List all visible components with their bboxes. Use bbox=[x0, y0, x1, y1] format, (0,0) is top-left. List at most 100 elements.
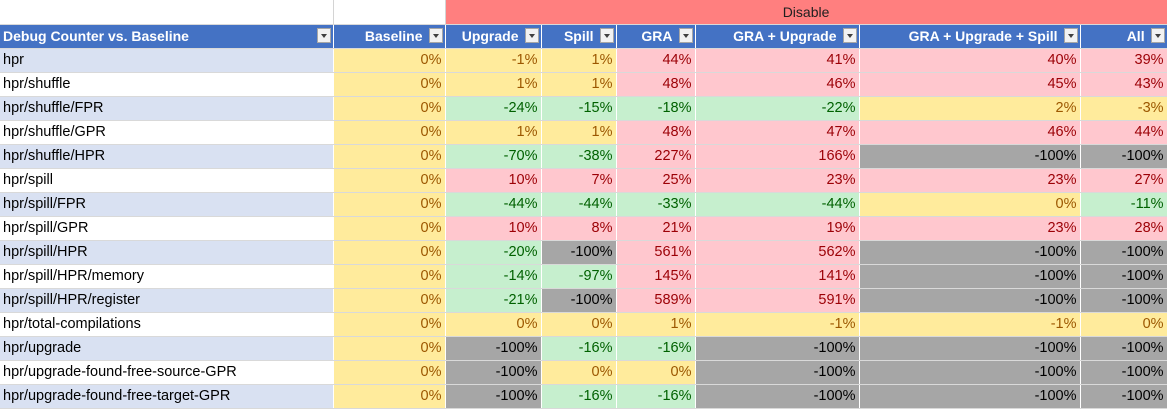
cell-upgrade[interactable]: 10% bbox=[445, 168, 542, 193]
cell-all[interactable]: -100% bbox=[1080, 264, 1167, 289]
cell-gra-upgrade-spill[interactable]: -100% bbox=[859, 360, 1081, 385]
cell-spill[interactable]: 1% bbox=[541, 48, 617, 73]
cell-gra-upgrade-spill[interactable]: 23% bbox=[859, 168, 1081, 193]
cell-spill[interactable]: -97% bbox=[541, 264, 617, 289]
column-header-gra[interactable]: GRA bbox=[616, 24, 696, 49]
cell-gra[interactable]: 48% bbox=[616, 72, 696, 97]
row-label[interactable]: hpr/shuffle/FPR bbox=[0, 96, 334, 121]
cell-gra-upgrade[interactable]: 23% bbox=[695, 168, 860, 193]
cell-gra[interactable]: -33% bbox=[616, 192, 696, 217]
cell-all[interactable]: -100% bbox=[1080, 336, 1167, 361]
column-header-upgrade[interactable]: Upgrade bbox=[445, 24, 542, 49]
filter-dropdown-icon[interactable] bbox=[1063, 27, 1078, 43]
cell-spill[interactable]: 1% bbox=[541, 72, 617, 97]
cell-spill[interactable]: -38% bbox=[541, 144, 617, 169]
row-label[interactable]: hpr/spill/FPR bbox=[0, 192, 334, 217]
cell-baseline[interactable]: 0% bbox=[333, 288, 446, 313]
cell-gra-upgrade[interactable]: -1% bbox=[695, 312, 860, 337]
cell-spill[interactable]: 1% bbox=[541, 120, 617, 145]
row-label[interactable]: hpr/shuffle bbox=[0, 72, 334, 97]
cell-gra-upgrade[interactable]: -100% bbox=[695, 360, 860, 385]
cell-baseline[interactable]: 0% bbox=[333, 360, 446, 385]
cell-gra[interactable]: -16% bbox=[616, 336, 696, 361]
cell-baseline[interactable]: 0% bbox=[333, 168, 446, 193]
cell-all[interactable]: 43% bbox=[1080, 72, 1167, 97]
row-label[interactable]: hpr/spill/HPR bbox=[0, 240, 334, 265]
cell-all[interactable]: 39% bbox=[1080, 48, 1167, 73]
cell-gra-upgrade[interactable]: -44% bbox=[695, 192, 860, 217]
cell-all[interactable]: -100% bbox=[1080, 240, 1167, 265]
cell-gra[interactable]: -16% bbox=[616, 384, 696, 409]
row-label[interactable]: hpr/shuffle/GPR bbox=[0, 120, 334, 145]
cell-gra[interactable]: 21% bbox=[616, 216, 696, 241]
cell-baseline[interactable]: 0% bbox=[333, 48, 446, 73]
cell-upgrade[interactable]: 1% bbox=[445, 120, 542, 145]
cell-upgrade[interactable]: -100% bbox=[445, 360, 542, 385]
cell-spill[interactable]: -15% bbox=[541, 96, 617, 121]
cell-spill[interactable]: -16% bbox=[541, 336, 617, 361]
filter-dropdown-icon[interactable] bbox=[678, 27, 693, 43]
cell-baseline[interactable]: 0% bbox=[333, 240, 446, 265]
cell-gra[interactable]: -18% bbox=[616, 96, 696, 121]
cell-gra[interactable]: 589% bbox=[616, 288, 696, 313]
filter-dropdown-icon[interactable] bbox=[1150, 27, 1165, 43]
cell-gra-upgrade-spill[interactable]: -1% bbox=[859, 312, 1081, 337]
cell-gra-upgrade[interactable]: -100% bbox=[695, 336, 860, 361]
column-header-gra-upgrade-spill[interactable]: GRA + Upgrade + Spill bbox=[859, 24, 1081, 49]
filter-dropdown-icon[interactable] bbox=[842, 27, 857, 43]
cell-gra-upgrade[interactable]: 46% bbox=[695, 72, 860, 97]
cell-gra-upgrade[interactable]: 19% bbox=[695, 216, 860, 241]
cell-spill[interactable]: -44% bbox=[541, 192, 617, 217]
cell-gra-upgrade[interactable]: 141% bbox=[695, 264, 860, 289]
row-label[interactable]: hpr/spill bbox=[0, 168, 334, 193]
cell-upgrade[interactable]: 1% bbox=[445, 72, 542, 97]
cell-spill[interactable]: -16% bbox=[541, 384, 617, 409]
cell-gra-upgrade[interactable]: 47% bbox=[695, 120, 860, 145]
cell-gra-upgrade[interactable]: 591% bbox=[695, 288, 860, 313]
cell-gra[interactable]: 44% bbox=[616, 48, 696, 73]
cell-upgrade[interactable]: -21% bbox=[445, 288, 542, 313]
column-header-baseline[interactable]: Baseline bbox=[333, 24, 446, 49]
cell-gra-upgrade-spill[interactable]: 0% bbox=[859, 192, 1081, 217]
cell-upgrade[interactable]: 10% bbox=[445, 216, 542, 241]
cell-upgrade[interactable]: -100% bbox=[445, 336, 542, 361]
cell-spill[interactable]: 8% bbox=[541, 216, 617, 241]
row-label[interactable]: hpr/total-compilations bbox=[0, 312, 334, 337]
cell-baseline[interactable]: 0% bbox=[333, 384, 446, 409]
cell-baseline[interactable]: 0% bbox=[333, 144, 446, 169]
cell-gra-upgrade[interactable]: 41% bbox=[695, 48, 860, 73]
cell-gra-upgrade-spill[interactable]: 46% bbox=[859, 120, 1081, 145]
cell-upgrade[interactable]: -20% bbox=[445, 240, 542, 265]
cell-baseline[interactable]: 0% bbox=[333, 264, 446, 289]
cell-all[interactable]: 0% bbox=[1080, 312, 1167, 337]
cell-gra-upgrade-spill[interactable]: -100% bbox=[859, 384, 1081, 409]
cell-gra-upgrade-spill[interactable]: -100% bbox=[859, 264, 1081, 289]
cell-gra-upgrade-spill[interactable]: -100% bbox=[859, 144, 1081, 169]
cell-all[interactable]: -11% bbox=[1080, 192, 1167, 217]
cell-spill[interactable]: 0% bbox=[541, 360, 617, 385]
cell-all[interactable]: -100% bbox=[1080, 144, 1167, 169]
cell-all[interactable]: 44% bbox=[1080, 120, 1167, 145]
cell-spill[interactable]: -100% bbox=[541, 240, 617, 265]
cell-gra-upgrade[interactable]: 562% bbox=[695, 240, 860, 265]
column-header-all[interactable]: All bbox=[1080, 24, 1167, 49]
cell-upgrade[interactable]: -14% bbox=[445, 264, 542, 289]
cell-spill[interactable]: 7% bbox=[541, 168, 617, 193]
cell-upgrade[interactable]: 0% bbox=[445, 312, 542, 337]
column-header-spill[interactable]: Spill bbox=[541, 24, 617, 49]
cell-gra-upgrade-spill[interactable]: -100% bbox=[859, 288, 1081, 313]
cell-baseline[interactable]: 0% bbox=[333, 96, 446, 121]
cell-baseline[interactable]: 0% bbox=[333, 336, 446, 361]
row-label[interactable]: hpr/upgrade bbox=[0, 336, 334, 361]
cell-spill[interactable]: -100% bbox=[541, 288, 617, 313]
filter-dropdown-icon[interactable] bbox=[599, 27, 614, 43]
cell-baseline[interactable]: 0% bbox=[333, 312, 446, 337]
cell-gra-upgrade-spill[interactable]: 23% bbox=[859, 216, 1081, 241]
cell-baseline[interactable]: 0% bbox=[333, 72, 446, 97]
column-header-counter[interactable]: Debug Counter vs. Baseline bbox=[0, 24, 334, 49]
cell-gra[interactable]: 145% bbox=[616, 264, 696, 289]
cell-gra[interactable]: 227% bbox=[616, 144, 696, 169]
cell-gra[interactable]: 48% bbox=[616, 120, 696, 145]
row-label[interactable]: hpr/spill/GPR bbox=[0, 216, 334, 241]
cell-gra-upgrade-spill[interactable]: -100% bbox=[859, 336, 1081, 361]
